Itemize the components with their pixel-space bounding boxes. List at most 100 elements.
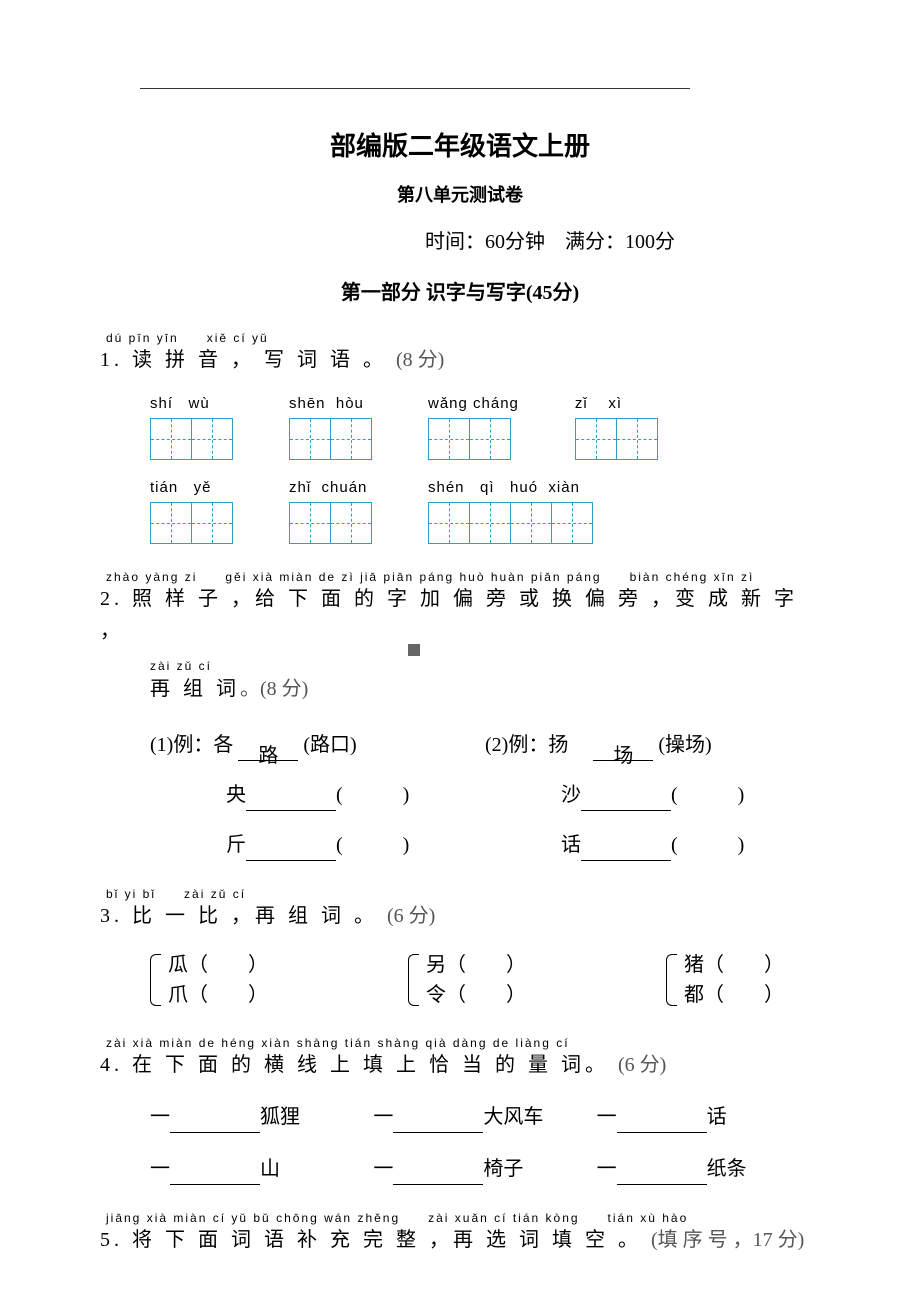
- tian-group: shēn hòu: [289, 392, 372, 460]
- noun: 山: [260, 1158, 280, 1180]
- tian-box[interactable]: [428, 502, 470, 544]
- q2-points: 。(8 分): [240, 678, 308, 700]
- liang-item: 一大风车: [373, 1101, 596, 1133]
- blank-field[interactable]: [581, 790, 671, 811]
- char-b: 都: [684, 984, 704, 1006]
- q2-text2-row: 再 组 词。(8 分): [100, 673, 820, 705]
- liang-item: 一山: [150, 1153, 373, 1185]
- ex-word: (操场): [658, 734, 711, 756]
- tian-box[interactable]: [469, 418, 511, 460]
- tian-box[interactable]: [289, 418, 331, 460]
- question-4: zài xià miàn de héng xiàn shàng tián shà…: [100, 1034, 820, 1185]
- ex-answer: 路: [238, 740, 298, 761]
- tian-box[interactable]: [469, 502, 511, 544]
- tian-group: tián yě: [150, 476, 233, 544]
- blank-field[interactable]: [393, 1112, 483, 1133]
- box-pinyin: shí wù: [150, 392, 233, 416]
- question-1: dú pīn yīn xiě cí yǔ 1. 读 拼 音 ， 写 词 语 。 …: [100, 329, 820, 544]
- q1-text: 1. 读 拼 音 ， 写 词 语 。 (8 分): [100, 344, 820, 376]
- q2-left-col: (1)例：各 路 (路口) 央( ) 斤( ): [150, 711, 485, 861]
- blank-field[interactable]: [617, 1112, 707, 1133]
- noun: 纸条: [707, 1158, 747, 1180]
- char-a: 另: [426, 954, 446, 976]
- q2-left-item: 斤( ): [150, 829, 485, 861]
- box-pinyin: shēn hòu: [289, 392, 372, 416]
- noun: 椅子: [483, 1158, 523, 1180]
- q5-text-row: 5. 将 下 面 词 语 补 充 完 整 ，再 选 词 填 空 。 (填 序 号…: [100, 1224, 820, 1256]
- brace-group: 瓜（ ） 爪（ ）: [150, 950, 268, 1010]
- time-score: 时间：60分钟 满分：100分: [100, 225, 820, 254]
- char-a: 瓜: [168, 954, 188, 976]
- ex-word: (路口): [303, 734, 356, 756]
- tian-group: zǐ xì: [575, 392, 658, 460]
- q2-right-item: 沙( ): [485, 779, 820, 811]
- q3-text-row: 3. 比 一 比 ，再 组 词 。 (6 分): [100, 900, 820, 932]
- q1-stem: 1. 读 拼 音 ， 写 词 语 。: [100, 349, 387, 371]
- q1-row1: shí wù shēn hòu wǎng cháng zǐ xì: [100, 392, 820, 460]
- tian-box[interactable]: [330, 502, 372, 544]
- tian-box[interactable]: [551, 502, 593, 544]
- blank-field[interactable]: [246, 840, 336, 861]
- tian-box[interactable]: [510, 502, 552, 544]
- question-2: zhào yàng zi gěi xià miàn de zì jiā piān…: [100, 568, 820, 860]
- section-heading: 第一部分 识字与写字(45分): [100, 276, 820, 305]
- box-pinyin: zhǐ chuán: [289, 476, 372, 500]
- noun: 狐狸: [260, 1106, 300, 1128]
- ex-label: (1)例：各: [150, 734, 233, 756]
- tian-box[interactable]: [330, 418, 372, 460]
- box-pinyin: zǐ xì: [575, 392, 658, 416]
- blank-field[interactable]: [170, 1112, 260, 1133]
- title-subtitle: 第八单元测试卷: [100, 181, 820, 207]
- char-b: 爪: [168, 984, 188, 1006]
- noun: 大风车: [483, 1106, 543, 1128]
- q4-row1: 一狐狸 一大风车 一话: [100, 1101, 820, 1133]
- q2-right-item: 话( ): [485, 829, 820, 861]
- tian-group: shén qì huó xiàn: [428, 476, 593, 544]
- char-b: 令: [426, 984, 446, 1006]
- q2-text: 2. 照 样 子 ，给 下 面 的 字 加 偏 旁 或 换 偏 旁 ，变 成 新…: [100, 583, 820, 647]
- brace-group: 另（ ） 令（ ）: [408, 950, 526, 1010]
- q4-row2: 一山 一椅子 一纸条: [100, 1153, 820, 1185]
- liang-item: 一椅子: [373, 1153, 596, 1185]
- ex-answer: 场: [593, 740, 653, 761]
- tian-box[interactable]: [575, 418, 617, 460]
- q2-left-item: 央( ): [150, 779, 485, 811]
- top-rule: [140, 88, 690, 89]
- tian-box[interactable]: [150, 502, 192, 544]
- q2-left-example: (1)例：各 路 (路口): [150, 729, 485, 761]
- q4-text-row: 4. 在 下 面 的 横 线 上 填 上 恰 当 的 量 词。 (6 分): [100, 1049, 820, 1081]
- liang-item: 一纸条: [597, 1153, 820, 1185]
- blank-field[interactable]: [170, 1164, 260, 1185]
- q2-examples: (1)例：各 路 (路口) 央( ) 斤( ) (2)例：扬 场 (操场): [100, 711, 820, 861]
- liang-item: 一话: [597, 1101, 820, 1133]
- q3-text: 3. 比 一 比 ，再 组 词 。: [100, 905, 378, 927]
- box-pinyin: tián yě: [150, 476, 233, 500]
- tian-box[interactable]: [191, 418, 233, 460]
- brace-group: 猪（ ） 都（ ）: [666, 950, 784, 1010]
- item-char: 话: [561, 834, 581, 856]
- tian-box[interactable]: [289, 502, 331, 544]
- page: 部编版二年级语文上册 第八单元测试卷 时间：60分钟 满分：100分 第一部分 …: [0, 0, 920, 1302]
- tian-box[interactable]: [616, 418, 658, 460]
- q1-row2: tián yě zhǐ chuán shén qì huó xiàn: [100, 476, 820, 544]
- liang-item: 一狐狸: [150, 1101, 373, 1133]
- tian-box[interactable]: [150, 418, 192, 460]
- q3-groups: 瓜（ ） 爪（ ） 另（ ） 令（ ） 猪（ ） 都（ ）: [100, 950, 820, 1010]
- tian-box[interactable]: [428, 418, 470, 460]
- tian-group: wǎng cháng: [428, 392, 519, 460]
- noun: 话: [707, 1106, 727, 1128]
- item-char: 沙: [561, 784, 581, 806]
- title-main: 部编版二年级语文上册: [100, 126, 820, 163]
- box-pinyin: wǎng cháng: [428, 392, 519, 416]
- blank-field[interactable]: [393, 1164, 483, 1185]
- tian-box[interactable]: [191, 502, 233, 544]
- q4-text: 4. 在 下 面 的 横 线 上 填 上 恰 当 的 量 词。: [100, 1054, 609, 1076]
- q4-points: (6 分): [618, 1054, 666, 1076]
- char-a: 猪: [684, 954, 704, 976]
- ex-label: (2)例：扬: [485, 734, 568, 756]
- blank-field[interactable]: [246, 790, 336, 811]
- blank-field[interactable]: [581, 840, 671, 861]
- blank-field[interactable]: [617, 1164, 707, 1185]
- q2-right-col: (2)例：扬 场 (操场) 沙( ) 话( ): [485, 711, 820, 861]
- tian-group: shí wù: [150, 392, 233, 460]
